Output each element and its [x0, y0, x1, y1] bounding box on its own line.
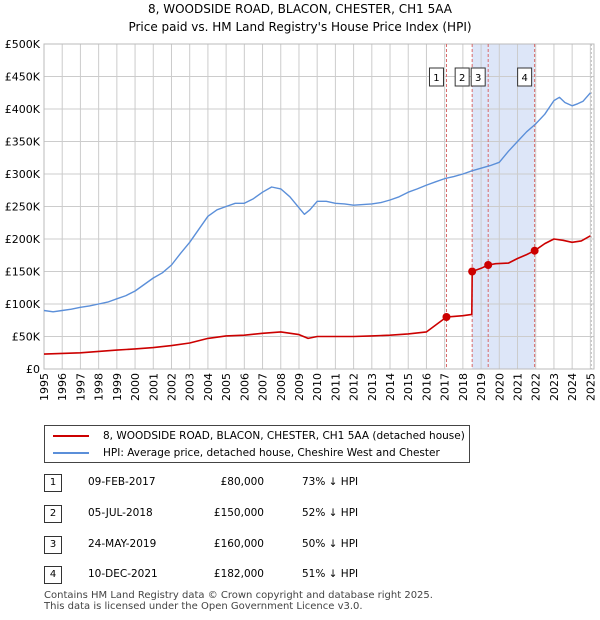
sale-label: 1: [433, 73, 439, 84]
x-tick-label: 1996: [56, 373, 69, 401]
x-tick-label: 2004: [202, 373, 215, 401]
legend-label-property: 8, WOODSIDE ROAD, BLACON, CHESTER, CH1 5…: [103, 430, 465, 442]
legend-label-hpi: HPI: Average price, detached house, Ches…: [103, 447, 440, 459]
x-tick-label: 2011: [329, 373, 342, 401]
x-tick-label: 2009: [293, 373, 306, 401]
legend-swatch-hpi: [53, 452, 89, 454]
x-tick-label: 2013: [366, 373, 379, 401]
y-tick-label: £350K: [5, 136, 41, 149]
y-tick-label: £100K: [5, 298, 41, 311]
y-tick-label: £50K: [12, 331, 41, 344]
x-tick-label: 2023: [548, 373, 561, 401]
sale-point: [530, 246, 539, 255]
footer-line2: This data is licensed under the Open Gov…: [44, 601, 363, 612]
x-tick-label: 2015: [402, 373, 415, 401]
legend-swatch-property: [53, 435, 89, 437]
plot-frame: [43, 43, 595, 370]
sale-label-box: [470, 67, 486, 87]
transaction-date: 09-FEB-2017: [88, 476, 156, 488]
x-tick-label: 2017: [439, 373, 452, 401]
sale-label: 2: [459, 73, 465, 84]
x-tick-label: 1999: [111, 373, 124, 401]
chart-title-line2: Price paid vs. HM Land Registry's House …: [128, 20, 472, 34]
hpi-line: [43, 92, 591, 313]
transaction-hpi-diff: 52% ↓ HPI: [302, 507, 359, 519]
x-tick-label: 1998: [93, 373, 106, 401]
sale-point: [468, 267, 477, 276]
transaction-number: 1: [44, 474, 62, 492]
transaction-hpi-diff: 73% ↓ HPI: [302, 476, 359, 488]
x-tick-label: 2014: [384, 373, 397, 401]
property-line: [43, 235, 591, 355]
transaction-hpi-diff: 50% ↓ HPI: [302, 538, 359, 550]
transaction-price: £80,000: [220, 476, 264, 488]
sale-point: [484, 261, 493, 269]
chart-title-line1: 8, WOODSIDE ROAD, BLACON, CHESTER, CH1 5…: [147, 2, 453, 16]
chart-legend: 8, WOODSIDE ROAD, BLACON, CHESTER, CH1 5…: [44, 425, 470, 463]
y-tick-label: £300K: [5, 168, 41, 181]
x-tick-label: 2020: [493, 373, 506, 401]
x-tick-label: 2019: [475, 373, 488, 401]
sale-label-box: [454, 67, 470, 87]
footer-attribution: Contains HM Land Registry data © Crown c…: [44, 590, 433, 612]
transaction-date: 05-JUL-2018: [88, 507, 153, 519]
y-tick-label: £250K: [5, 201, 41, 214]
transaction-number: 4: [44, 566, 62, 584]
sale-label-box: [428, 67, 444, 87]
y-tick-label: £450K: [5, 71, 41, 84]
y-tick-label: £0: [26, 363, 40, 376]
x-tick-label: 2016: [420, 373, 433, 401]
x-tick-label: 2022: [530, 373, 543, 401]
y-tick-label: £150K: [5, 266, 41, 279]
transaction-number: 3: [44, 536, 62, 554]
x-tick-label: 2025: [584, 373, 597, 401]
sale-point: [442, 313, 451, 321]
x-tick-label: 2012: [348, 373, 361, 401]
x-tick-label: 1997: [74, 373, 87, 401]
y-tick-label: £200K: [5, 233, 41, 246]
sale-label: 4: [521, 73, 527, 84]
transaction-price: £160,000: [213, 538, 264, 550]
y-tick-label: £500K: [5, 38, 41, 51]
transaction-price: £182,000: [213, 568, 264, 580]
footer-line1: Contains HM Land Registry data © Crown c…: [44, 590, 433, 601]
price-chart: 1 2 3 4 £0 £50K £100K £150K £200K £250K £300K £350K…: [5, 38, 598, 401]
x-tick-label: 2007: [257, 373, 270, 401]
x-tick-label: 2002: [165, 373, 178, 401]
y-tick-label: £400K: [5, 103, 41, 116]
sale-label-box: [517, 67, 533, 87]
transaction-date: 10-DEC-2021: [88, 568, 158, 580]
x-tick-label: 2000: [129, 373, 142, 401]
x-tick-label: 2024: [566, 373, 579, 401]
x-tick-label: 2001: [147, 373, 160, 401]
transaction-price: £150,000: [213, 507, 264, 519]
x-tick-label: 2018: [457, 373, 470, 401]
x-tick-label: 2006: [238, 373, 251, 401]
sale-label: 3: [475, 73, 481, 84]
transaction-number: 2: [44, 505, 62, 523]
x-tick-label: 1995: [38, 373, 51, 401]
x-tick-label: 2008: [275, 373, 288, 401]
x-tick-label: 2010: [311, 373, 324, 401]
x-tick-label: 2003: [184, 373, 197, 401]
x-tick-label: 2021: [512, 373, 525, 401]
transaction-date: 24-MAY-2019: [88, 538, 157, 550]
transaction-hpi-diff: 51% ↓ HPI: [302, 568, 359, 580]
x-tick-label: 2005: [220, 373, 233, 401]
